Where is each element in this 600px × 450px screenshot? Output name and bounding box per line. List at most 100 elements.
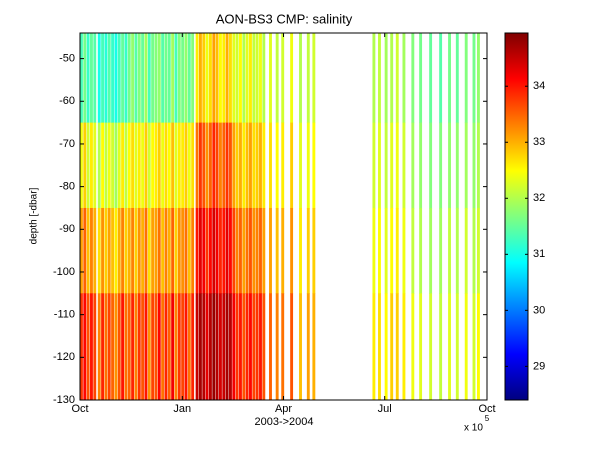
heatmap-cell: [80, 33, 83, 124]
heatmap-cell: [222, 33, 226, 124]
heatmap-cell: [252, 293, 256, 401]
heatmap-cell: [177, 122, 181, 209]
y-tick-label: -60: [59, 95, 75, 107]
heatmap-cell: [195, 207, 199, 294]
heatmap-cell: [184, 33, 188, 124]
heatmap-cell: [225, 207, 229, 294]
heatmap-cell: [429, 207, 433, 294]
heatmap-cell: [144, 122, 148, 209]
heatmap-cell: [161, 122, 165, 209]
heatmap-cell: [419, 207, 423, 294]
heatmap-cell: [151, 207, 155, 294]
heatmap-cell: [212, 207, 216, 294]
heatmap-cell: [86, 207, 90, 294]
heatmap-cell: [104, 33, 108, 124]
heatmap-cell: [232, 122, 236, 209]
heatmap-cell: [259, 33, 262, 124]
heatmap-cell: [402, 293, 406, 401]
heatmap-cell: [121, 122, 125, 209]
heatmap-cell: [252, 122, 256, 209]
heatmap-cell: [111, 293, 115, 401]
heatmap-cell: [167, 33, 171, 124]
colorbar-tick-label: 30: [533, 304, 545, 316]
heatmap-cell: [402, 122, 406, 209]
y-tick-label: -100: [53, 266, 75, 278]
heatmap-cell: [97, 122, 101, 209]
heatmap-cell: [137, 33, 141, 124]
heatmap-cell: [455, 293, 459, 401]
x-tick-label: Oct: [478, 403, 495, 415]
heatmap-cell: [439, 293, 443, 401]
heatmap-cell: [131, 207, 135, 294]
heatmap-cell: [205, 33, 209, 124]
heatmap-cell: [378, 122, 381, 209]
y-tick-label: -130: [53, 394, 75, 406]
heatmap-cell: [83, 33, 87, 124]
heatmap-cell: [171, 33, 175, 124]
heatmap-cell: [141, 293, 145, 401]
heatmap-cell: [229, 122, 232, 209]
heatmap-cell: [269, 207, 272, 294]
heatmap-cell: [306, 207, 310, 294]
heatmap-cell: [290, 33, 294, 124]
y-tick-label: -50: [59, 53, 75, 65]
heatmap-cell: [215, 207, 219, 294]
heatmap-cell: [476, 293, 480, 401]
heatmap-cell: [187, 33, 191, 124]
heatmap-cell: [184, 207, 188, 294]
heatmap-cell: [448, 33, 451, 124]
heatmap-cell: [86, 293, 90, 401]
heatmap-cell: [242, 122, 246, 209]
heatmap-cell: [306, 293, 310, 401]
heatmap-cell: [411, 293, 415, 401]
heatmap-cell: [124, 207, 128, 294]
y-tick-label: -110: [54, 309, 75, 321]
heatmap-cell: [137, 293, 141, 401]
heatmap-cell: [259, 293, 262, 401]
heatmap-cell: [141, 207, 145, 294]
heatmap-cell: [208, 293, 212, 401]
heatmap-cell: [395, 33, 399, 124]
heatmap-cell: [212, 33, 216, 124]
heatmap-cell: [306, 33, 310, 124]
heatmap-cell: [154, 122, 158, 209]
heatmap-cell: [229, 207, 232, 294]
heatmap-cell: [384, 122, 388, 209]
heatmap-cell: [191, 293, 195, 401]
heatmap-cell: [242, 293, 246, 401]
heatmap-cell: [97, 293, 101, 401]
heatmap-cell: [167, 207, 171, 294]
heatmap-cell: [181, 33, 185, 124]
x-tick-label: Apr: [275, 403, 292, 415]
heatmap-cell: [187, 122, 191, 209]
heatmap-cell: [245, 33, 249, 124]
heatmap-cell: [111, 207, 115, 294]
heatmap-cell: [107, 33, 111, 124]
heatmap-cell: [104, 293, 108, 401]
heatmap-cell: [372, 293, 376, 401]
heatmap-cell: [448, 122, 451, 209]
heatmap-cell: [378, 33, 381, 124]
heatmap-cell: [290, 293, 294, 401]
heatmap-cell: [255, 207, 259, 294]
heatmap-cell: [164, 293, 168, 401]
heatmap-cell: [202, 207, 206, 294]
heatmap-cell: [80, 122, 83, 209]
heatmap-cell: [144, 293, 148, 401]
heatmap-cell: [208, 33, 212, 124]
heatmap-cell: [93, 293, 97, 401]
heatmap-cell: [476, 122, 480, 209]
heatmap-cell: [219, 33, 222, 124]
heatmap-cell: [222, 293, 226, 401]
heatmap-cell: [117, 207, 121, 294]
heatmap-cell: [219, 293, 222, 401]
heatmap-cell: [107, 207, 111, 294]
heatmap-cell: [372, 122, 376, 209]
heatmap-cell: [464, 33, 468, 124]
heatmap-cell: [249, 122, 252, 209]
heatmap-cell: [191, 33, 195, 124]
heatmap-cell: [177, 33, 181, 124]
colorbar-tick-label: 33: [533, 136, 545, 148]
heatmap-cell: [312, 33, 316, 124]
